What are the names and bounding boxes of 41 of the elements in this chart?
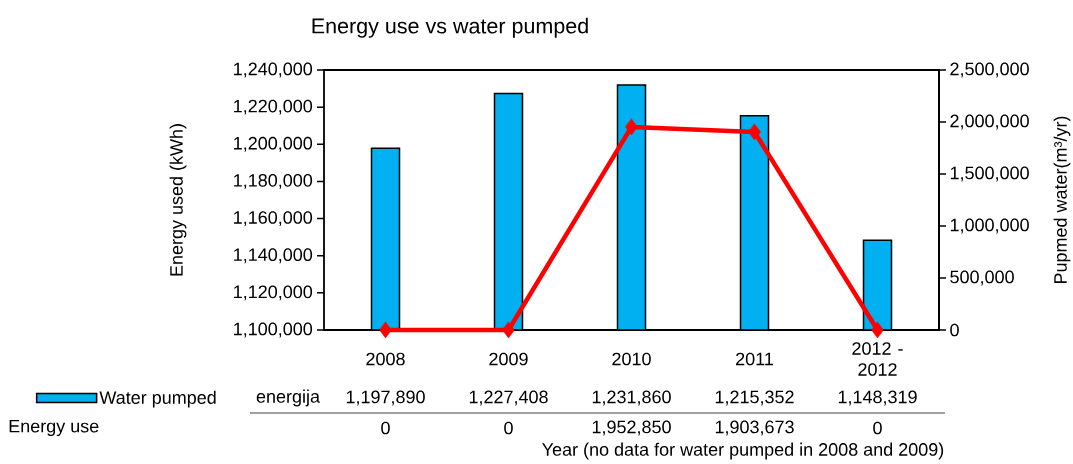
y2-tick-label: 2,000,000 [950,114,1029,130]
x-axis-title: Year (no data for water pumped in 2008 and 2009) [542,442,944,460]
y-tick-label: 1,120,000 [234,285,313,301]
data-label: 1,231,860 [592,390,671,406]
y-tick-label: 1,240,000 [234,62,313,78]
data-label: 1,952,850 [592,420,671,436]
x-tick-label: 2012 - 2012 [852,342,903,376]
y-axis-title: Energy used (kWh) [169,124,187,276]
text: energija [256,389,321,407]
data-label: 1,903,673 [715,420,794,436]
x-tick-label: 2008 [366,352,405,366]
y2-tick-label: 2,500,000 [950,62,1029,78]
y-tick-label: 1,180,000 [234,174,313,189]
data-label: 1,197,890 [346,390,425,406]
point [871,321,884,339]
y-tick-label: 1,200,000 [234,136,313,152]
y2-tick-label: 0 [950,323,959,337]
y-tick-label: 1,100,000 [234,322,313,338]
y-tick-label: 1,160,000 [234,211,313,226]
y2-tick-label: 1,000,000 [950,218,1029,234]
data-label: 1,215,352 [715,390,794,406]
point [748,123,761,141]
chart-title: Energy use vs water pumped [312,17,588,38]
text: Energy use [9,419,99,437]
data-label: 1,148,319 [838,390,917,406]
y2-tick-label: 1,500,000 [950,166,1029,182]
x-tick-label: 2011 [736,352,773,366]
y-tick-label: 1,220,000 [234,99,313,115]
y-tick-label: 1,140,000 [234,248,313,264]
data-label: 0 [504,421,513,435]
point [379,321,392,339]
legend-label: Water pumped [99,390,216,408]
y2-axis-title: Pupmed water(m³/yr) [1053,116,1071,284]
x-tick-label: 2009 [489,352,528,366]
y2-tick-label: 500,000 [950,270,1014,286]
data-label: 0 [381,421,390,435]
point [502,321,515,339]
data-label: 0 [873,421,882,435]
point [625,118,638,136]
data-label: 1,227,408 [469,390,548,406]
x-tick-label: 2010 [612,352,651,366]
